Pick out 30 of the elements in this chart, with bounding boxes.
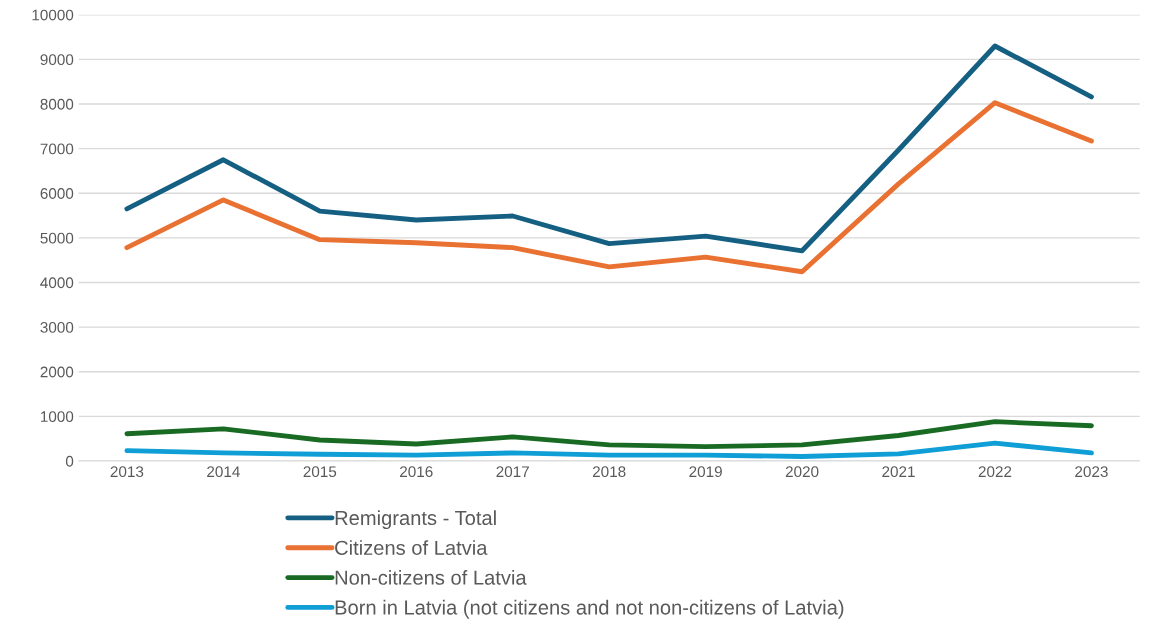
y-tick-label: 5000 (40, 232, 74, 244)
x-tick-label: 2013 (110, 466, 144, 478)
x-tick-label: 2014 (207, 466, 240, 478)
y-tick-label: 1000 (41, 411, 74, 423)
x-tick-label: 2021 (882, 466, 915, 478)
x-tick-label: 2016 (400, 466, 433, 478)
x-tick-label: 2020 (785, 466, 819, 478)
y-tick-label: 0 (65, 455, 74, 467)
line-series (124, 419, 1094, 450)
y-tick-label: 9000 (40, 54, 74, 66)
x-tick-label: 2023 (1075, 466, 1108, 478)
y-tick-label: 10000 (32, 9, 74, 21)
x-tick-label: 2015 (303, 466, 337, 478)
line-series (124, 440, 1094, 459)
y-tick-label: 7000 (40, 143, 74, 155)
line-series (124, 43, 1094, 254)
y-tick-label: 4000 (40, 277, 74, 289)
legend-label: Non-citizens of Latvia (335, 570, 527, 585)
y-tick-label: 8000 (40, 98, 74, 110)
legend-label: Citizens of Latvia (335, 540, 488, 555)
y-tick-label: 2000 (40, 366, 74, 378)
x-tick-label: 2022 (978, 466, 1012, 478)
legend-label: Remigrants - Total (335, 510, 496, 530)
legend-label: Born in Latvia (not citizens and not non-citizens of Latvia) (335, 599, 844, 619)
x-tick-label: 2018 (592, 466, 626, 478)
line-series (124, 100, 1094, 275)
y-tick-label: 6000 (40, 188, 74, 199)
x-tick-label: 2019 (689, 466, 722, 478)
y-tick-label: 3000 (40, 321, 74, 333)
x-tick-label: 2017 (496, 466, 529, 478)
